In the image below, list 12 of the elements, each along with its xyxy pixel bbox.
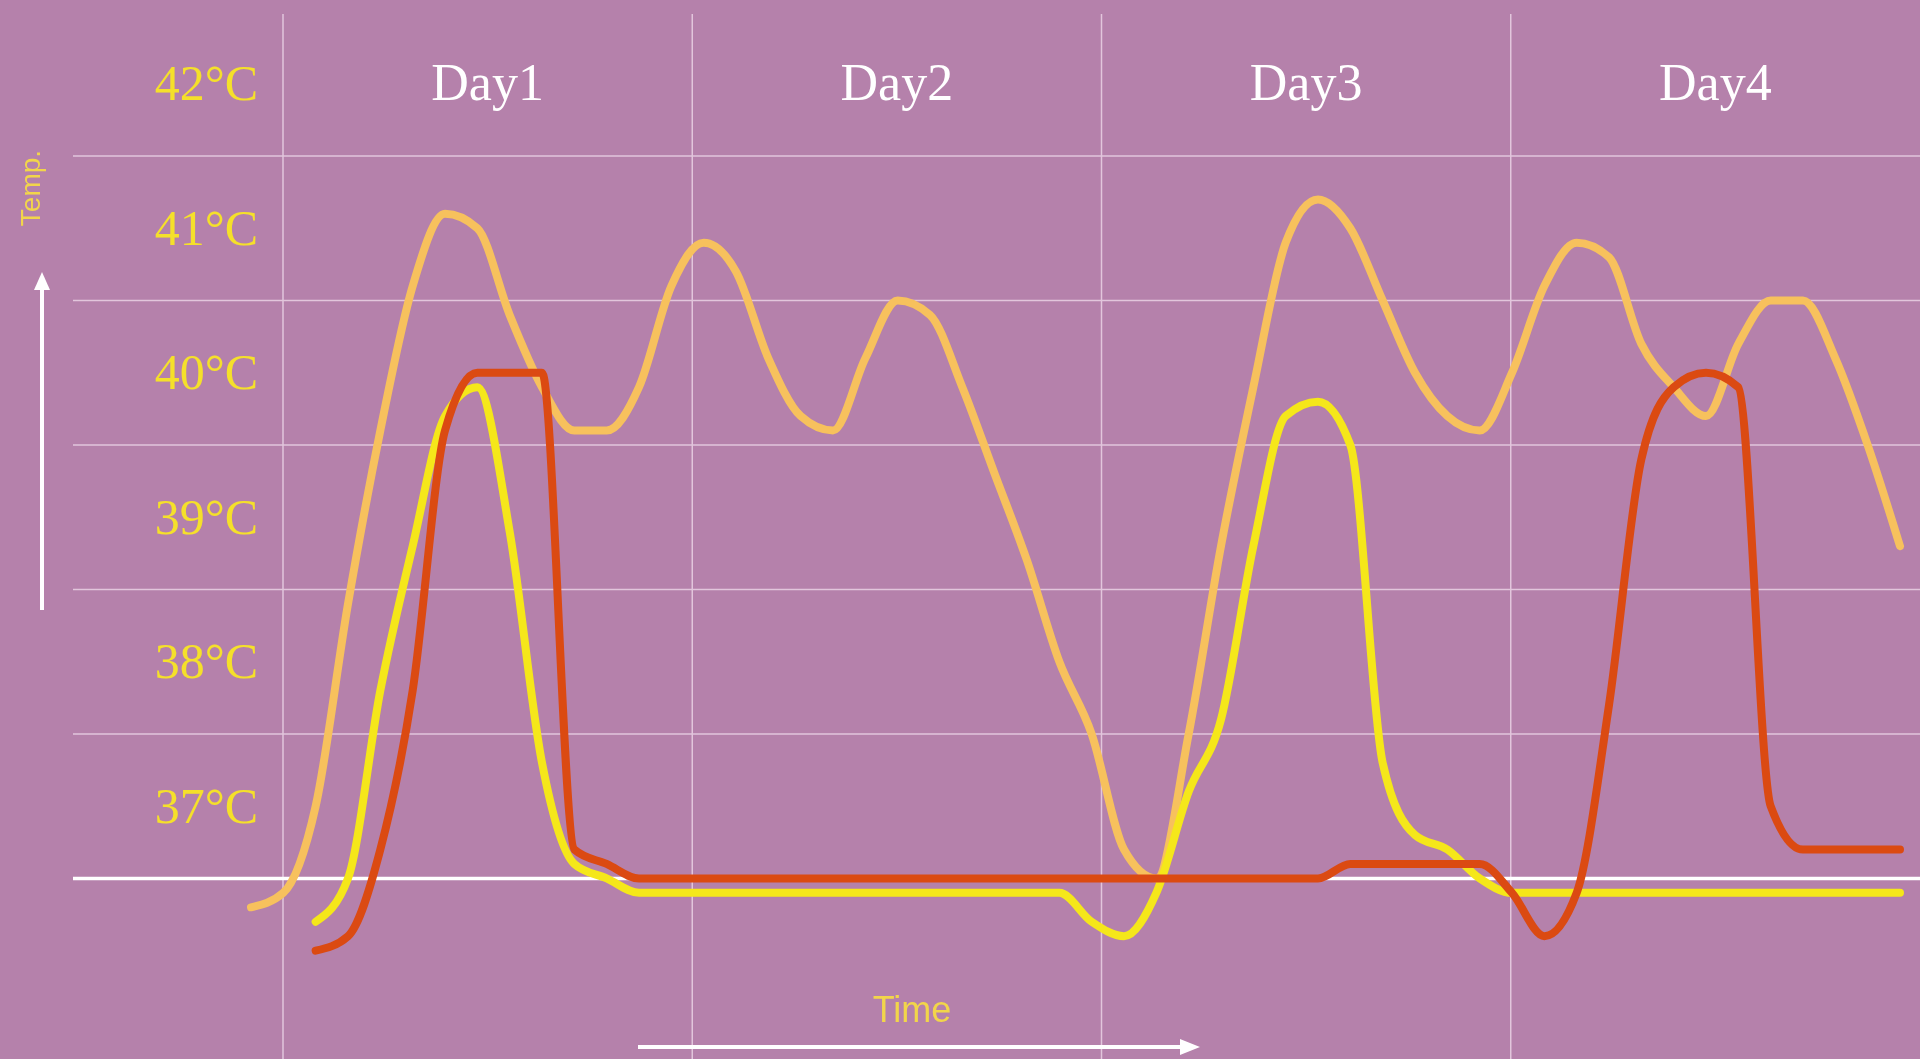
y-tick-label: 37°C (154, 777, 258, 834)
y-tick-label: 38°C (154, 633, 258, 690)
annotation: Day2 (840, 54, 954, 111)
y-tick-label: 40°C (154, 344, 258, 401)
annotation: Day1 (431, 54, 544, 111)
y-tick-label: 39°C (154, 488, 258, 545)
y-axis-title: Temp. (15, 149, 46, 227)
x-axis-title: Time (872, 989, 952, 1030)
annotation: Day3 (1249, 54, 1363, 111)
y-tick-label: 41°C (154, 199, 258, 256)
annotation: Day4 (1659, 54, 1772, 111)
y-tick-label: 42°C (154, 55, 258, 112)
